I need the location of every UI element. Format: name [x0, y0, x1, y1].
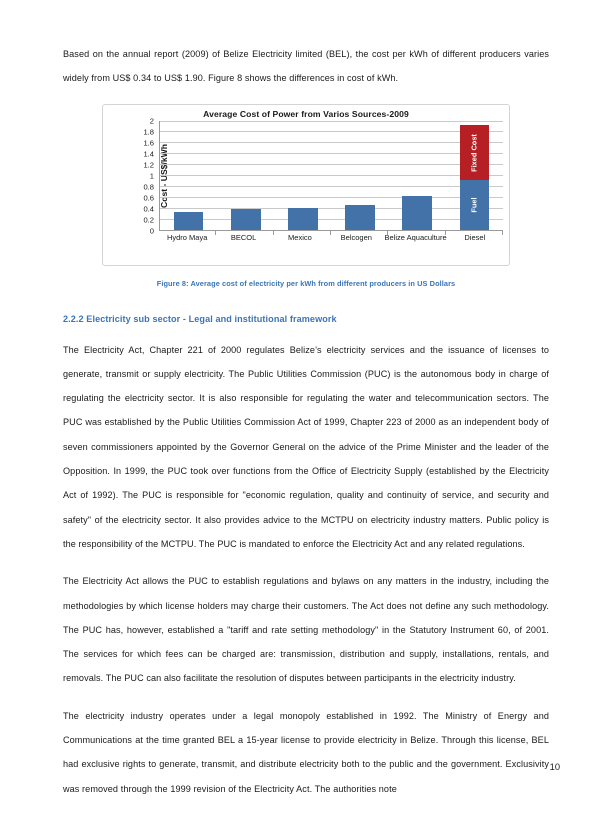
chart-y-tick-label: 0.4 [143, 204, 154, 214]
chart-plot: Fixed Cost Fuel [159, 120, 503, 231]
chart-y-ticks: 2 1.8 1.6 1.4 1.2 1 0.8 0.6 0.4 0.2 0 [131, 116, 157, 235]
chart-gridline [160, 196, 503, 198]
page-number: 10 [549, 762, 560, 772]
chart-gridline [160, 207, 503, 209]
chart-y-tick-label: 1.4 [143, 149, 154, 159]
chart-bar-slot: Fixed Cost Fuel [446, 121, 503, 230]
chart-bar[interactable] [288, 207, 318, 230]
intro-paragraph: Based on the annual report (2009) of Bel… [63, 49, 549, 84]
chart-bar-segment [173, 212, 204, 230]
chart-bar-slot [332, 121, 389, 230]
chart-plot-area: 2 1.8 1.6 1.4 1.2 1 0.8 0.6 0.4 0.2 0 Fixed Cost Fu… [131, 116, 504, 247]
figure-8-wrapper: Average Cost of Power from Varios Source… [63, 103, 549, 266]
chart-figure-8: Average Cost of Power from Varios Source… [102, 103, 510, 266]
chart-gridline [160, 131, 503, 133]
chart-gridline [160, 218, 503, 220]
chart-bar[interactable] [230, 209, 261, 230]
chart-bar[interactable] [173, 212, 204, 230]
chart-x-tick-label: BECOL [230, 232, 257, 242]
document-page: Based on the annual report (2009) of Bel… [63, 49, 560, 794]
body-paragraph-3: The electricity industry operates under … [63, 710, 549, 794]
chart-gridline [160, 153, 503, 155]
figure-caption: Figure 8: Average cost of electricity pe… [156, 278, 456, 288]
chart-bar-segment [402, 195, 433, 230]
chart-y-tick-label: 0.6 [143, 193, 154, 203]
chart-y-tick-label: 0.2 [143, 215, 154, 225]
chart-x-tick-label: Belize Aquaculture [384, 232, 447, 242]
page-content: Based on the annual report (2009) of Bel… [63, 42, 549, 814]
chart-x-tickmark [274, 230, 332, 235]
chart-x-tick-label: Mexico [288, 232, 312, 242]
chart-bar-slot [274, 121, 331, 230]
chart-y-tick-label: 2 [149, 116, 154, 126]
chart-x-tick-label: Belcogen [340, 232, 372, 242]
chart-bar-slot [389, 121, 446, 230]
chart-title: Average Cost of Power from Varios Source… [203, 108, 409, 119]
body-paragraph-1: The Electricity Act, Chapter 221 of 2000… [63, 344, 549, 549]
chart-x-tickmark [446, 230, 504, 235]
chart-x-tickmark [331, 230, 389, 235]
body-paragraph-2: The Electricity Act allows the PUC to es… [63, 576, 549, 684]
chart-y-tick-label: 1 [149, 171, 154, 181]
section-heading: 2.2.2 Electricity sub sector - Legal and… [63, 313, 337, 324]
chart-y-tick-label: 0.8 [143, 182, 154, 192]
chart-gridline [160, 142, 503, 144]
chart-segment-label: Fixed Cost [469, 133, 479, 172]
chart-x-tickmark [159, 230, 217, 235]
chart-gridline [160, 175, 503, 177]
chart-bar-segment: Fuel [459, 180, 490, 230]
chart-bar[interactable]: Fixed Cost Fuel [459, 125, 490, 230]
chart-x-tickmark [388, 230, 446, 235]
chart-bar-segment [230, 209, 261, 230]
chart-gridline [160, 164, 503, 166]
chart-gridline [160, 120, 503, 122]
chart-bar[interactable] [402, 195, 433, 230]
chart-bars: Fixed Cost Fuel [160, 121, 503, 230]
chart-x-ticks: Hydro Maya BECOL Mexico Belcogen Belize Aqua… [159, 233, 503, 242]
chart-bar[interactable] [345, 205, 375, 230]
chart-y-tick-label: 1.8 [143, 127, 154, 137]
chart-y-tick-label: 0 [149, 226, 154, 236]
chart-x-tickmark [216, 230, 274, 235]
chart-y-tick-label: 1.2 [143, 160, 154, 170]
chart-x-tickmarks [159, 230, 504, 235]
chart-x-tick-label: Hydro Maya [166, 232, 208, 242]
chart-bar-segment [288, 207, 318, 230]
chart-bar-slot [160, 121, 217, 230]
chart-segment-label: Fuel [469, 197, 479, 213]
chart-bar-segment: Fixed Cost [459, 125, 490, 181]
chart-bar-slot [217, 121, 274, 230]
chart-x-tick-label: Diesel [464, 232, 486, 242]
chart-bar-segment [345, 205, 375, 230]
chart-y-tick-label: 1.6 [143, 138, 154, 148]
chart-gridline [160, 185, 503, 187]
